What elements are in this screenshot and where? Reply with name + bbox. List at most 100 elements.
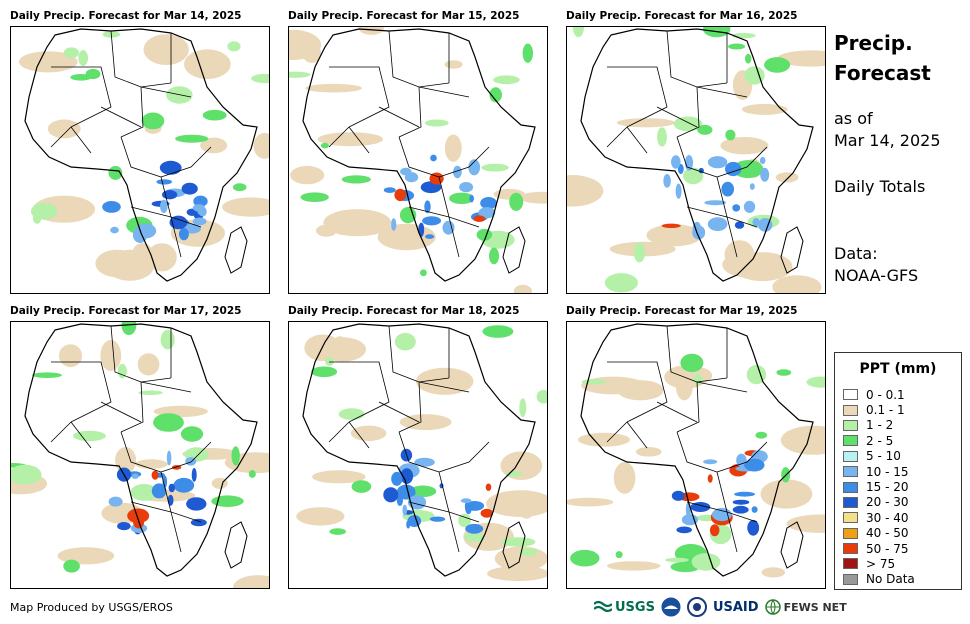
country-border (626, 126, 648, 154)
heavy-precip-patch (430, 154, 437, 162)
heavy-precip-patch (108, 496, 123, 507)
country-border (726, 216, 738, 258)
country-border (140, 381, 192, 393)
heavy-precip-patch (102, 201, 121, 213)
moderate-precip-patch (160, 329, 175, 350)
as-of-date: as of Mar 14, 2025 (834, 108, 964, 152)
country-border (110, 30, 172, 88)
heavy-precip-patch (391, 471, 403, 486)
moderate-precip-patch (489, 247, 499, 265)
moderate-precip-patch (536, 389, 547, 404)
heavy-precip-patch (151, 483, 167, 499)
moderate-precip-patch (341, 175, 371, 184)
heavy-precip-patch (396, 494, 403, 506)
madagascar-outline (502, 226, 526, 274)
africa-coastline (580, 28, 814, 282)
heavy-precip-patch (707, 156, 728, 169)
country-border (418, 381, 470, 393)
africa-coastline (580, 323, 814, 577)
heavy-precip-patch (736, 453, 747, 467)
legend-item: 0 - 0.1 (843, 387, 915, 402)
country-border (348, 421, 370, 449)
light-precip-patch (519, 191, 547, 204)
heavy-precip-patch (424, 200, 431, 214)
africa-coastline (24, 28, 258, 282)
moderate-precip-patch (732, 160, 764, 179)
country-border (170, 216, 182, 258)
moderate-precip-patch (683, 167, 704, 185)
moderate-precip-patch (489, 87, 502, 103)
moderate-precip-patch (63, 559, 80, 573)
light-precip-patch (184, 49, 231, 79)
side-title: Precip. Forecast (834, 28, 964, 88)
legend-label: 30 - 40 (866, 510, 909, 525)
country-border (716, 146, 768, 178)
country-border (70, 126, 92, 154)
heavy-precip-patch (752, 218, 760, 227)
legend-swatch (843, 558, 858, 570)
country-border (348, 126, 370, 154)
light-precip-patch (444, 134, 462, 162)
moderate-precip-patch (615, 551, 623, 559)
moderate-precip-patch (138, 390, 163, 395)
legend-swatch (843, 435, 858, 447)
heavy-precip-patch (704, 200, 726, 206)
legend-item: 30 - 40 (843, 510, 915, 525)
moderate-precip-patch (424, 119, 449, 127)
country-border (696, 86, 748, 98)
data-source: Data: NOAA-GFS (834, 243, 964, 287)
legend-item: 50 - 75 (843, 541, 915, 556)
usaid-logo-text: USAID (712, 599, 759, 615)
legend-swatch (843, 419, 858, 431)
moderate-precip-patch (300, 192, 329, 202)
light-precip-patch (613, 462, 636, 494)
heavy-precip-patch (465, 523, 484, 534)
moderate-precip-patch (693, 374, 703, 386)
moderate-precip-patch (755, 431, 768, 439)
moderate-precip-patch (325, 356, 334, 366)
heavy-precip-patch (681, 514, 698, 526)
heavy-precip-patch (110, 226, 119, 234)
country-border (398, 431, 440, 473)
country-border (140, 86, 192, 98)
moderate-precip-patch (691, 553, 721, 571)
country-border (329, 361, 390, 423)
commerce-seal-icon (686, 597, 707, 617)
country-border (696, 381, 748, 393)
light-precip-patch (105, 249, 155, 281)
map-canvas (296, 323, 547, 582)
heavy-precip-patch (485, 483, 492, 491)
country-border (160, 146, 212, 178)
legend-item: > 75 (843, 556, 915, 571)
heavy-precip-patch (166, 450, 172, 466)
precip-map (288, 321, 548, 589)
moderate-precip-patch (482, 325, 514, 338)
light-precip-patch (487, 566, 547, 582)
precip-map (10, 26, 270, 294)
heavy-precip-patch (127, 508, 150, 524)
heavy-precip-patch (186, 497, 207, 511)
light-precip-patch (720, 137, 769, 155)
country-border (418, 86, 470, 98)
light-precip-patch (305, 83, 362, 93)
moderate-precip-patch (108, 165, 123, 180)
light-precip-patch (513, 284, 532, 293)
heavy-precip-patch (480, 508, 493, 518)
country-border (328, 421, 350, 443)
data-source-label: Data: (834, 244, 878, 263)
heavy-precip-patch (407, 495, 427, 510)
moderate-precip-patch (509, 192, 524, 211)
africa-coastline (24, 323, 258, 577)
legend-swatch (843, 389, 858, 401)
country-border (388, 325, 450, 383)
heavy-precip-patch (162, 475, 168, 489)
moderate-precip-patch (572, 27, 584, 38)
heavy-precip-patch (732, 505, 749, 514)
heavy-precip-patch (400, 167, 412, 176)
light-precip-patch (415, 367, 474, 395)
heavy-precip-patch (425, 234, 435, 239)
country-border (676, 86, 700, 138)
heavy-precip-patch (168, 483, 175, 493)
light-precip-patch (222, 197, 269, 217)
